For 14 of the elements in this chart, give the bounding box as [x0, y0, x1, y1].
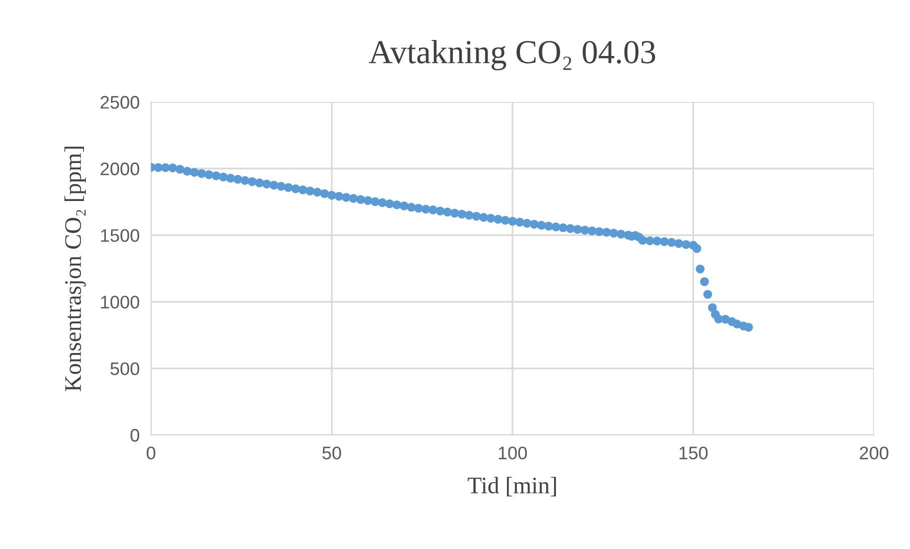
chart-title: Avtakning CO₂ 04.03: [368, 40, 656, 70]
x-tick-label: 200: [860, 446, 888, 460]
x-tick-label: 100: [498, 446, 527, 460]
y-tick-label: 2500: [100, 96, 140, 109]
x-tick-label: 150: [680, 446, 708, 460]
y-tick-label: 1500: [101, 229, 140, 242]
y-tick-label: 1000: [101, 296, 140, 309]
y-tick-label: 2000: [100, 162, 140, 176]
x-tick-label: 0: [146, 446, 156, 460]
x-tick-label: 50: [322, 446, 342, 460]
y-tick-label: 0: [130, 428, 140, 442]
y-tick-label: 500: [110, 362, 140, 376]
y-axis-title: Konsentrasjon CO₂ [ppm]: [64, 146, 86, 392]
x-axis-title: Tid [min]: [468, 476, 556, 496]
